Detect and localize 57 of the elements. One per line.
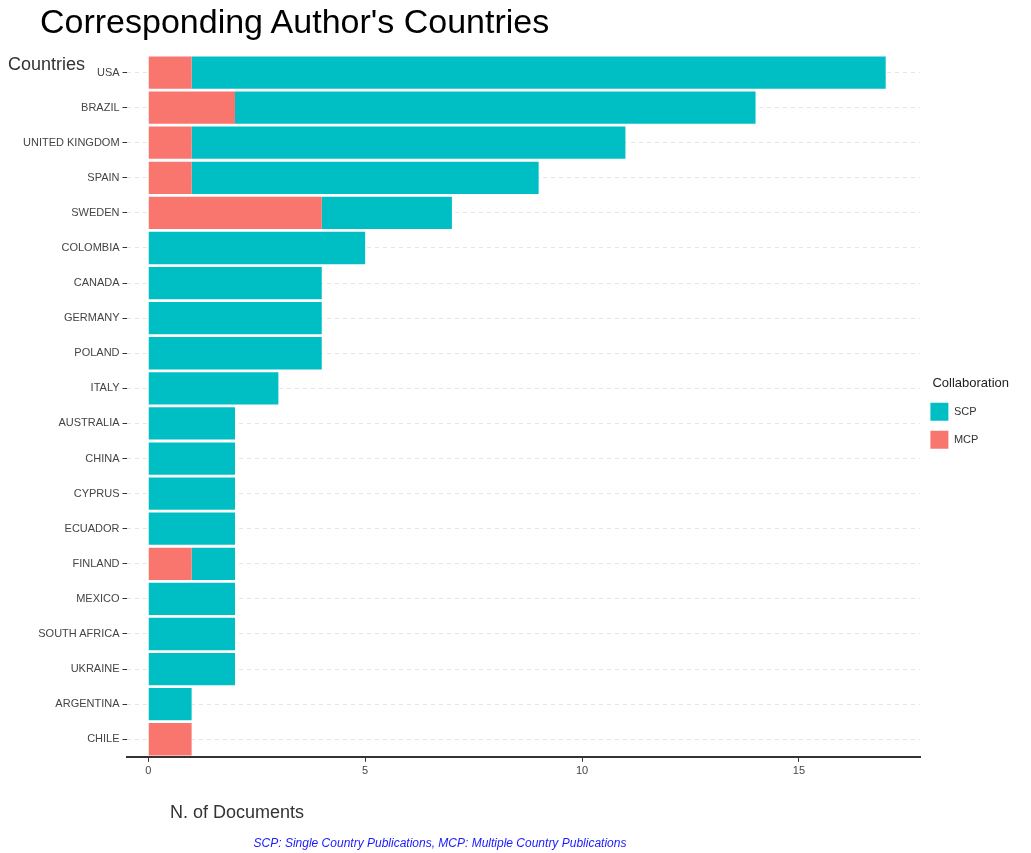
y-tick-label: UNITED KINGDOM (22, 135, 120, 148)
bar (191, 161, 539, 194)
bar (148, 161, 192, 194)
x-tick-label: 0 (145, 764, 152, 777)
legend-title: Collaboration (932, 375, 1009, 391)
bar (148, 266, 322, 300)
x-tick-label: 10 (575, 764, 589, 777)
bar (148, 372, 279, 405)
bar (148, 582, 235, 616)
y-tick-label: CANADA (73, 276, 121, 289)
y-tick-label: GERMANY (63, 311, 121, 324)
bar (148, 512, 235, 545)
y-tick-label: AUSTRALIA (58, 416, 121, 429)
bar (148, 196, 322, 230)
bar (148, 547, 192, 580)
y-tick-label: CHILE (87, 732, 120, 745)
y-tick-label: FINLAND (72, 556, 120, 569)
bar (148, 723, 192, 756)
y-tick-label: USA (96, 65, 121, 78)
y-tick-label: POLAND (74, 346, 120, 359)
bar (148, 442, 235, 475)
bar (148, 688, 192, 721)
bar (148, 91, 235, 124)
bar (191, 547, 235, 580)
bar (191, 56, 886, 89)
legend-label: MCP (953, 432, 979, 445)
y-tick-label: COLOMBIA (61, 241, 121, 254)
bar (148, 652, 235, 686)
y-tick-label: MEXICO (76, 591, 120, 604)
y-tick-label: CYPRUS (73, 486, 120, 499)
x-tick-label: 15 (792, 764, 806, 777)
y-tick-label: CHINA (85, 451, 121, 464)
y-tick-label: UKRAINE (70, 662, 120, 675)
x-tick-label: 5 (362, 764, 369, 777)
bar (148, 477, 235, 510)
y-tick-label: SOUTH AFRICA (38, 627, 121, 640)
bar (148, 302, 322, 335)
legend-label: SCP (953, 404, 977, 417)
text: SCP: Single Country Publications, MCP: Multiple Country Publications (252, 836, 628, 850)
bar (235, 91, 756, 124)
y-tick-label: ARGENTINA (55, 697, 121, 710)
bar (148, 407, 235, 440)
y-tick-label: ITALY (90, 381, 121, 394)
y-tick-label: BRAZIL (81, 100, 120, 113)
bar (148, 617, 235, 651)
bar (148, 56, 192, 89)
bar (148, 126, 192, 159)
chart-title: Corresponding Author's Countries (40, 2, 550, 41)
y-tick-label: SWEDEN (71, 205, 120, 218)
y-tick-label: ECUADOR (64, 521, 120, 534)
bar (148, 337, 322, 370)
bar (148, 231, 366, 265)
y-tick-label: SPAIN (87, 170, 120, 183)
x-axis-title: N. of Documents (170, 802, 305, 823)
bar (191, 126, 626, 159)
bar (321, 196, 452, 230)
y-axis-title: Countries (8, 54, 86, 75)
